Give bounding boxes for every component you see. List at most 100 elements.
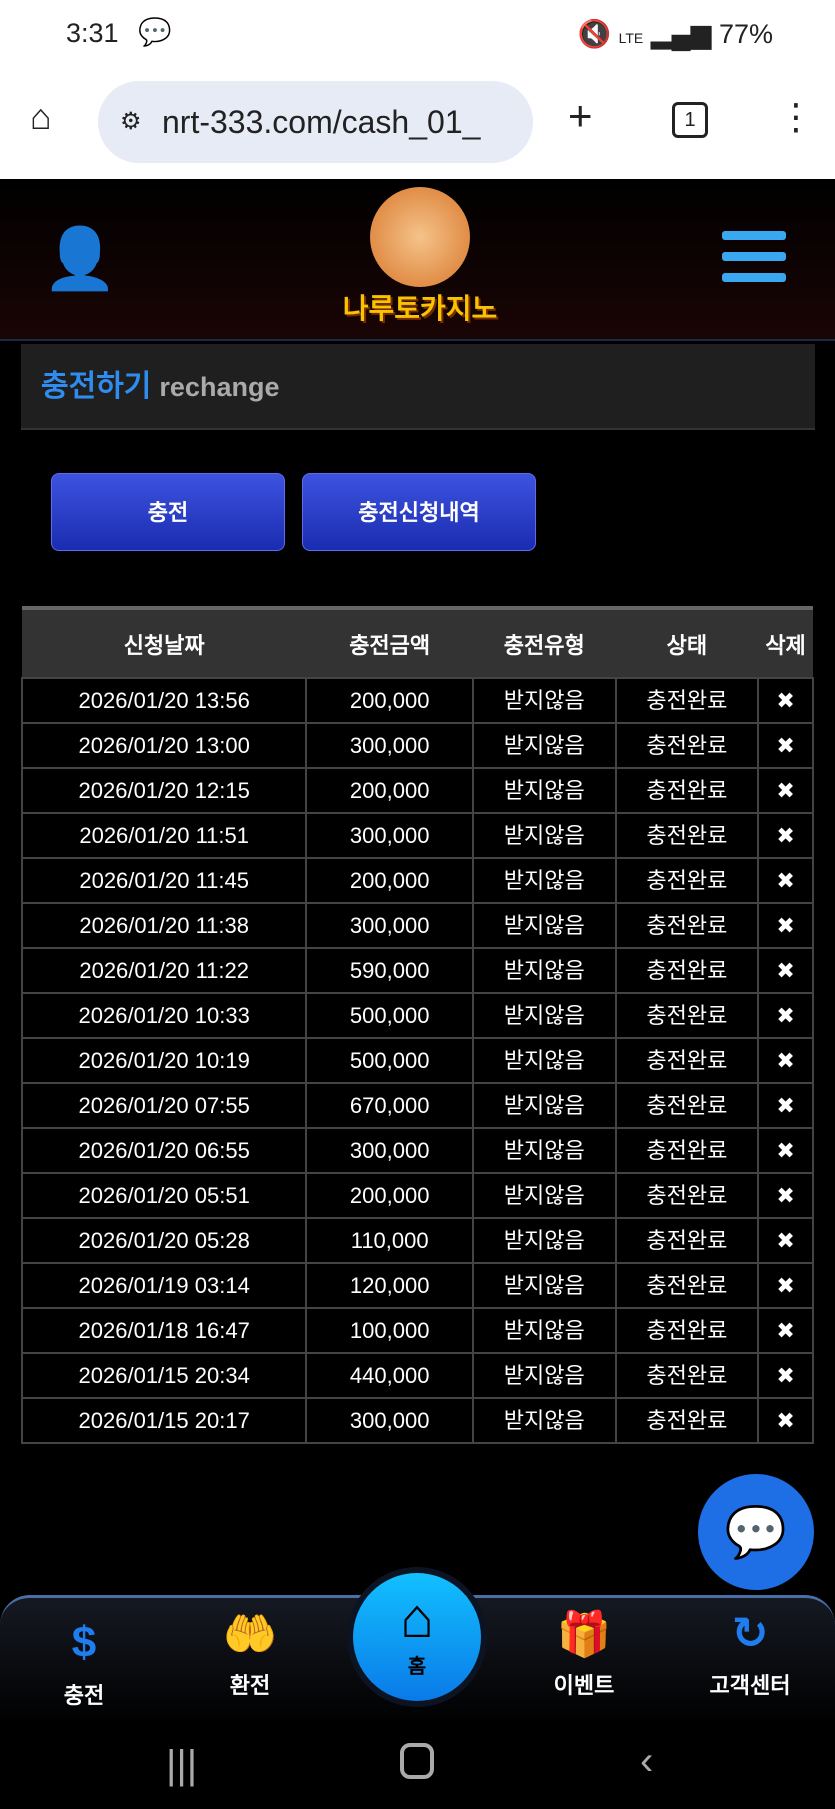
column-header: 상태 — [615, 606, 759, 678]
system-home-icon[interactable] — [400, 1743, 434, 1779]
site-settings-icon[interactable]: ⚙ — [120, 108, 142, 135]
delete-icon[interactable]: ✖ — [757, 1082, 814, 1129]
table-row: 2026/01/19 03:14 120,000 받지않음 충전완료 ✖ — [20, 1262, 814, 1309]
table-cell: 2026/01/20 12:15 — [20, 767, 308, 814]
site-logo[interactable]: 나루토카지노 — [320, 187, 520, 337]
chat-button[interactable]: 💬 — [698, 1474, 814, 1590]
column-header: 신청날짜 — [22, 606, 307, 678]
table-cell: 590,000 — [305, 947, 475, 994]
table-cell: 받지않음 — [472, 1262, 617, 1309]
table-cell: 충전완료 — [614, 902, 760, 949]
tab-switcher-button[interactable]: 1 — [672, 102, 708, 138]
recent-apps-icon[interactable]: ||| — [166, 1743, 198, 1787]
table-cell: 충전완료 — [614, 1397, 760, 1444]
hamburger-menu-icon[interactable] — [722, 231, 786, 282]
user-icon[interactable]: 👤 — [42, 225, 118, 292]
delete-icon[interactable]: ✖ — [757, 1262, 814, 1309]
table-cell: 충전완료 — [614, 947, 760, 994]
delete-icon[interactable]: ✖ — [757, 857, 814, 904]
table-cell: 받지않음 — [472, 812, 617, 859]
table-cell: 300,000 — [305, 1127, 475, 1174]
table-cell: 받지않음 — [472, 947, 617, 994]
delete-icon[interactable]: ✖ — [757, 767, 814, 814]
status-bar: 3:31 💬 🔇 LTE ▂▄▆ 77% — [0, 0, 835, 64]
house-icon: ⌂ — [400, 1586, 434, 1649]
delete-icon[interactable]: ✖ — [757, 1172, 814, 1219]
table-cell: 충전완료 — [614, 1082, 760, 1129]
table-cell: 충전완료 — [614, 1127, 760, 1174]
delete-icon[interactable]: ✖ — [757, 902, 814, 949]
page-title: 충전하기 rechange — [21, 344, 815, 430]
message-icon: 💬 — [138, 17, 172, 47]
table-cell: 충전완료 — [614, 677, 760, 724]
site-header: 👤 나루토카지노 — [0, 179, 835, 341]
table-cell: 2026/01/20 05:28 — [20, 1217, 308, 1264]
table-cell: 2026/01/20 13:56 — [20, 677, 308, 724]
delete-icon[interactable]: ✖ — [757, 1397, 814, 1444]
table-cell: 받지않음 — [472, 722, 617, 769]
chat-icon: 💬 — [724, 1504, 788, 1560]
table-cell: 500,000 — [305, 992, 475, 1039]
delete-icon[interactable]: ✖ — [757, 1037, 814, 1084]
table-row: 2026/01/20 11:51 300,000 받지않음 충전완료 ✖ — [20, 812, 814, 859]
delete-icon[interactable]: ✖ — [757, 1127, 814, 1174]
table-cell: 받지않음 — [472, 1307, 617, 1354]
new-tab-icon[interactable]: + — [568, 92, 593, 139]
table-cell: 2026/01/15 20:17 — [20, 1397, 308, 1444]
clock: 3:31 — [66, 18, 119, 48]
table-cell: 300,000 — [305, 1397, 475, 1444]
table-cell: 충전완료 — [614, 767, 760, 814]
back-icon[interactable]: ‹ — [640, 1739, 654, 1783]
money-hands-icon: 🤲 — [222, 1610, 278, 1659]
table-cell: 670,000 — [305, 1082, 475, 1129]
table-cell: 2026/01/20 11:45 — [20, 857, 308, 904]
table-cell: 받지않음 — [472, 902, 617, 949]
delete-icon[interactable]: ✖ — [757, 1217, 814, 1264]
charge-button[interactable]: 충전 — [51, 473, 285, 551]
nav-home[interactable]: ⌂ 홈 — [353, 1573, 481, 1701]
table-row: 2026/01/20 11:22 590,000 받지않음 충전완료 ✖ — [20, 947, 814, 994]
delete-icon[interactable]: ✖ — [757, 1307, 814, 1354]
charge-history-button[interactable]: 충전신청내역 — [302, 473, 536, 551]
table-cell: 200,000 — [305, 767, 475, 814]
table-row: 2026/01/20 13:00 300,000 받지않음 충전완료 ✖ — [20, 722, 814, 769]
signal-icon: ▂▄▆ — [650, 19, 712, 49]
table-cell: 받지않음 — [472, 677, 617, 724]
table-cell: 받지않음 — [472, 767, 617, 814]
table-cell: 2026/01/20 11:51 — [20, 812, 308, 859]
table-cell: 충전완료 — [614, 992, 760, 1039]
nav-charge[interactable]: $ 충전 — [24, 1618, 144, 1710]
nav-support[interactable]: ↻ 고객센터 — [690, 1608, 810, 1700]
support-24-icon: ↻ — [731, 1609, 769, 1658]
table-row: 2026/01/20 05:28 110,000 받지않음 충전완료 ✖ — [20, 1217, 814, 1264]
delete-icon[interactable]: ✖ — [757, 1352, 814, 1399]
home-icon[interactable]: ⌂ — [30, 96, 52, 137]
table-cell: 충전완료 — [614, 722, 760, 769]
table-cell: 2026/01/20 11:22 — [20, 947, 308, 994]
table-cell: 받지않음 — [472, 1217, 617, 1264]
table-cell: 받지않음 — [472, 1082, 617, 1129]
table-row: 2026/01/20 11:38 300,000 받지않음 충전완료 ✖ — [20, 902, 814, 949]
table-cell: 500,000 — [305, 1037, 475, 1084]
system-nav: ||| ‹ — [0, 1725, 835, 1809]
delete-icon[interactable]: ✖ — [757, 812, 814, 859]
table-cell: 110,000 — [305, 1217, 475, 1264]
table-cell: 2026/01/20 05:51 — [20, 1172, 308, 1219]
delete-icon[interactable]: ✖ — [757, 722, 814, 769]
table-cell: 받지않음 — [472, 1127, 617, 1174]
address-bar[interactable]: ⚙ nrt-333.com/cash_01_ — [98, 81, 533, 163]
table-row: 2026/01/20 06:55 300,000 받지않음 충전완료 ✖ — [20, 1127, 814, 1174]
table-cell: 2026/01/18 16:47 — [20, 1307, 308, 1354]
nav-exchange[interactable]: 🤲 환전 — [190, 1608, 310, 1700]
table-cell: 받지않음 — [472, 857, 617, 904]
more-menu-icon[interactable]: ⋮ — [778, 96, 814, 137]
browser-toolbar: ⌂ ⚙ nrt-333.com/cash_01_ + 1 ⋮ — [0, 64, 835, 179]
delete-icon[interactable]: ✖ — [757, 947, 814, 994]
table-cell: 300,000 — [305, 812, 475, 859]
table-cell: 받지않음 — [472, 1397, 617, 1444]
delete-icon[interactable]: ✖ — [757, 677, 814, 724]
delete-icon[interactable]: ✖ — [757, 992, 814, 1039]
network-label: LTE — [618, 30, 644, 46]
nav-event[interactable]: 🎁 이벤트 — [524, 1608, 644, 1700]
table-cell: 200,000 — [305, 677, 475, 724]
